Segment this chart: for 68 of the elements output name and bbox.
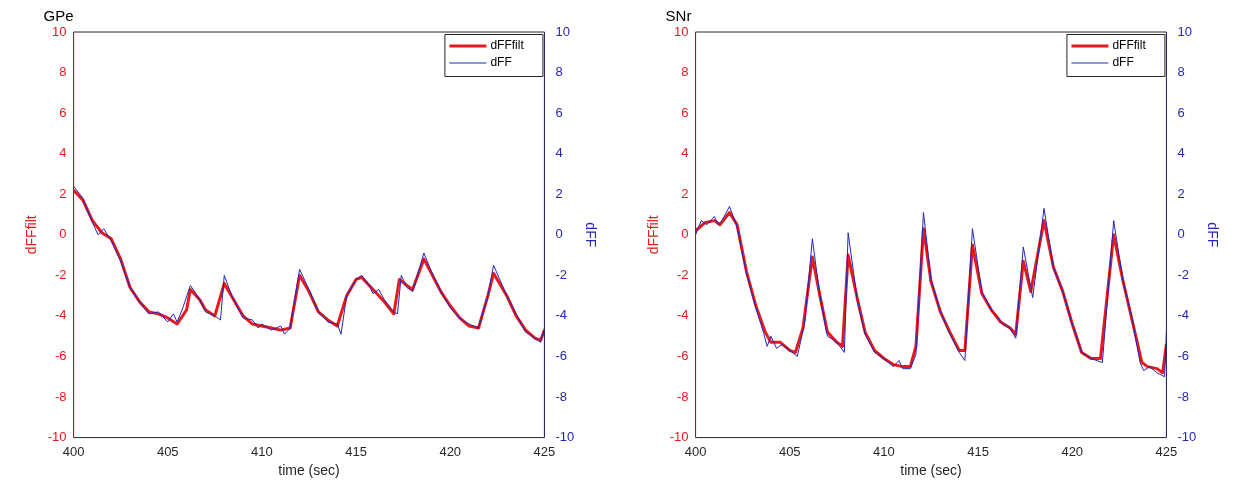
chart-title: SNr — [665, 6, 692, 24]
x-axis-title: time (sec) — [900, 462, 962, 479]
y2-tick-label: 2 — [555, 185, 563, 201]
y2-tick-label: 0 — [1177, 226, 1185, 242]
legend-label: dFF — [1112, 55, 1134, 70]
y-tick-label: -4 — [55, 307, 67, 323]
y-tick-label: 6 — [681, 104, 689, 120]
y2-tick-label: -2 — [1177, 266, 1189, 282]
y2-tick-label: 8 — [555, 64, 563, 80]
y-tick-label: 0 — [59, 226, 67, 242]
y-tick-label: 0 — [681, 226, 689, 242]
y2-tick-label: 0 — [555, 226, 563, 242]
y2-axis-title: dFF — [582, 222, 599, 248]
y2-tick-label: 6 — [1177, 104, 1185, 120]
y2-tick-label: -6 — [1177, 348, 1189, 364]
y-tick-label: -8 — [55, 388, 67, 404]
y-tick-label: 2 — [59, 185, 67, 201]
y-axis-title: dFFfilt — [23, 215, 40, 255]
x-tick-label: 410 — [251, 443, 273, 459]
y2-tick-label: -10 — [555, 429, 575, 445]
y-tick-label: 8 — [681, 64, 689, 80]
y-tick-label: 4 — [681, 145, 689, 161]
legend-label: dFFfilt — [1112, 38, 1147, 53]
y2-tick-label: 2 — [1177, 185, 1185, 201]
y-tick-label: -2 — [677, 266, 689, 282]
legend-label: dFF — [490, 55, 512, 70]
y-tick-label: -10 — [47, 429, 67, 445]
chart-title: GPe — [43, 6, 74, 24]
y-tick-label: -6 — [677, 348, 689, 364]
x-axis-title: time (sec) — [278, 462, 340, 479]
y-tick-label: -2 — [55, 266, 67, 282]
y2-tick-label: -2 — [555, 266, 567, 282]
y2-tick-label: -8 — [1177, 388, 1189, 404]
y2-tick-label: -4 — [1177, 307, 1189, 323]
y2-tick-label: 10 — [555, 23, 570, 39]
x-tick-label: 415 — [967, 443, 989, 459]
y2-axis-title: dFF — [1204, 222, 1221, 248]
y2-tick-label: 10 — [1177, 23, 1192, 39]
x-tick-label: 410 — [873, 443, 895, 459]
y-tick-label: -8 — [677, 388, 689, 404]
y2-tick-label: 6 — [555, 104, 563, 120]
x-tick-label: 405 — [156, 443, 179, 459]
x-tick-label: 425 — [1155, 443, 1178, 459]
x-tick-label: 405 — [778, 443, 801, 459]
y-tick-label: 2 — [681, 185, 689, 201]
y-tick-label: 10 — [52, 23, 67, 39]
y2-tick-label: 4 — [555, 145, 563, 161]
x-tick-label: 420 — [1061, 443, 1084, 459]
x-tick-label: 400 — [62, 443, 85, 459]
y-tick-label: 6 — [59, 104, 67, 120]
x-tick-label: 400 — [684, 443, 707, 459]
y-tick-label: 8 — [59, 64, 67, 80]
y-tick-label: 10 — [674, 23, 689, 39]
y-tick-label: -4 — [677, 307, 689, 323]
y-tick-label: 4 — [59, 145, 67, 161]
x-tick-label: 425 — [533, 443, 556, 459]
y2-tick-label: 8 — [1177, 64, 1185, 80]
y2-tick-label: -10 — [1177, 429, 1197, 445]
y2-tick-label: 4 — [1177, 145, 1185, 161]
y2-tick-label: -6 — [555, 348, 567, 364]
y2-tick-label: -8 — [555, 388, 567, 404]
y2-tick-label: -4 — [555, 307, 567, 323]
legend-label: dFFfilt — [490, 38, 525, 53]
y-tick-label: -6 — [55, 348, 67, 364]
x-tick-label: 420 — [439, 443, 462, 459]
y-tick-label: -10 — [669, 429, 689, 445]
y-axis-title: dFFfilt — [645, 215, 662, 255]
x-tick-label: 415 — [345, 443, 367, 459]
